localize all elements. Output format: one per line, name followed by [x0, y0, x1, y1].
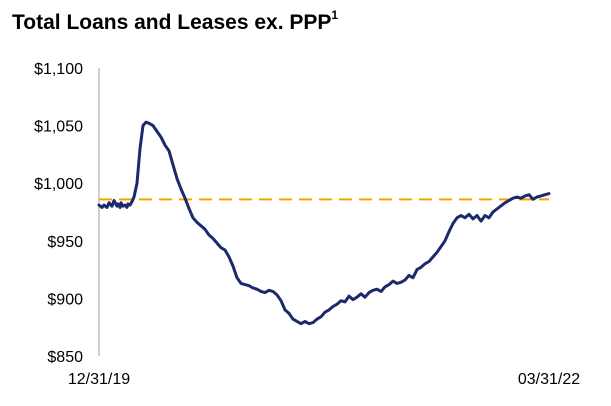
x-tick-label-end: 03/31/22: [518, 371, 580, 388]
y-tick-label: $900: [47, 291, 83, 308]
y-tick-label: $850: [47, 349, 83, 366]
chart-title: Total Loans and Leases ex. PPP1: [12, 8, 339, 35]
y-tick-label: $1,100: [34, 61, 83, 78]
chart-title-text: Total Loans and Leases ex. PPP: [12, 11, 332, 34]
title-footnote-marker: 1: [331, 8, 339, 22]
y-tick-label: $1,050: [34, 119, 83, 136]
y-tick-label: $1,000: [34, 176, 83, 193]
series-line: [97, 120, 551, 326]
y-tick-label: $950: [47, 234, 83, 251]
x-tick-label-start: 12/31/19: [68, 371, 130, 388]
